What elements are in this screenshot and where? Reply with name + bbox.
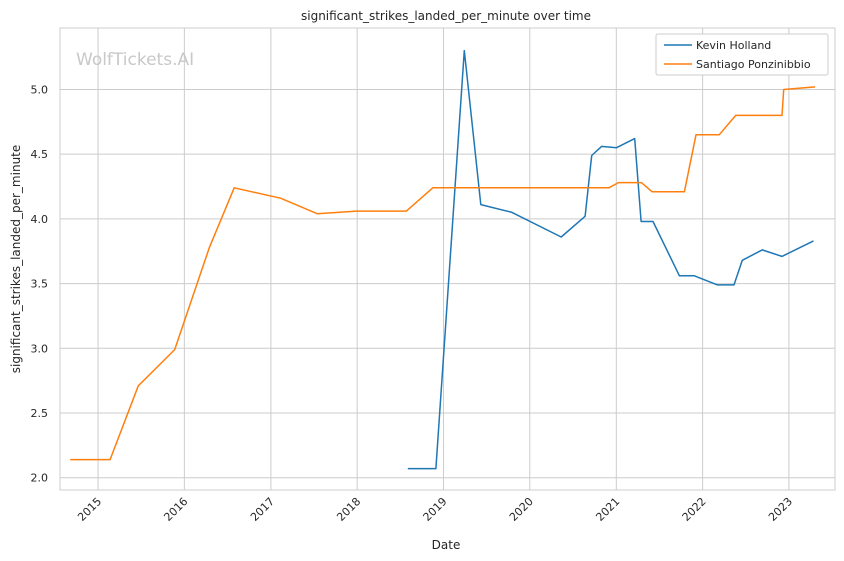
data-point — [718, 133, 721, 136]
plot-area-frame — [59, 27, 836, 491]
data-point — [208, 246, 211, 249]
series-line-santiago-ponzinibbio — [70, 86, 816, 461]
data-point — [782, 88, 785, 91]
y-axis-label: significant_strikes_landed_per_minute — [9, 145, 23, 374]
data-point — [479, 203, 482, 206]
data-point — [511, 211, 514, 214]
data-point — [615, 146, 618, 149]
legend-label-santiago-ponzinibbio: Santiago Ponzinibbio — [696, 58, 811, 71]
data-point — [781, 255, 784, 258]
data-point — [640, 220, 643, 223]
data-point — [693, 274, 696, 277]
x-axis-label: Date — [432, 538, 461, 552]
data-point — [683, 190, 686, 193]
data-point — [608, 186, 611, 189]
x-tick-label: 2017 — [248, 495, 277, 524]
data-point — [640, 181, 643, 184]
data-point — [233, 186, 236, 189]
y-tick-label: 3.5 — [31, 278, 49, 291]
data-point — [279, 197, 282, 200]
data-point — [651, 190, 654, 193]
data-point — [406, 467, 409, 470]
y-tick-label: 3.0 — [31, 342, 49, 355]
data-point — [812, 239, 815, 242]
watermark: WolfTickets.AI — [76, 50, 194, 70]
data-point — [695, 133, 698, 136]
data-point — [463, 49, 466, 52]
data-point — [590, 154, 593, 157]
data-point — [617, 181, 620, 184]
data-point — [355, 210, 358, 213]
y-tick-label: 2.0 — [31, 472, 49, 485]
data-point — [678, 274, 681, 277]
legend-label-kevin-holland: Kevin Holland — [696, 39, 771, 52]
data-point — [734, 114, 737, 117]
legend-box — [655, 33, 829, 76]
y-tick-label: 5.0 — [31, 83, 49, 96]
data-point — [733, 283, 736, 286]
data-point — [761, 248, 764, 251]
data-point — [716, 283, 719, 286]
data-point — [109, 458, 112, 461]
x-tick-label: 2020 — [507, 495, 536, 524]
chart-title: significant_strikes_landed_per_minute ov… — [301, 9, 591, 23]
data-point — [316, 212, 319, 215]
data-point — [584, 215, 587, 218]
x-tick-label: 2016 — [161, 495, 190, 524]
grid — [60, 28, 835, 490]
data-point — [814, 85, 817, 88]
series-santiago-ponzinibbio — [69, 85, 817, 461]
x-tick-label: 2015 — [75, 495, 104, 524]
data-point — [560, 236, 563, 239]
data-point — [633, 137, 636, 140]
series-line-kevin-holland — [407, 49, 814, 470]
x-tick-label: 2019 — [421, 495, 450, 524]
data-point — [405, 210, 408, 213]
series-layer — [69, 49, 817, 470]
data-point — [137, 384, 140, 387]
x-tick-label: 2023 — [766, 495, 795, 524]
data-point — [173, 348, 176, 351]
data-point — [600, 145, 603, 148]
x-tick-label: 2018 — [334, 495, 363, 524]
y-tick-label: 4.0 — [31, 213, 49, 226]
legend: Kevin Holland Santiago Ponzinibbio — [655, 33, 829, 76]
series-kevin-holland — [406, 49, 815, 470]
x-tick-label: 2022 — [680, 495, 709, 524]
data-point — [69, 458, 72, 461]
y-tick-label: 4.5 — [31, 148, 49, 161]
data-point — [781, 114, 784, 117]
data-point — [431, 186, 434, 189]
data-point — [434, 467, 437, 470]
x-tick-label: 2021 — [593, 495, 622, 524]
data-point — [652, 220, 655, 223]
y-tick-label: 2.5 — [31, 407, 49, 420]
y-axis-ticks: 2.0 2.5 3.0 3.5 4.0 4.5 5.0 — [31, 83, 49, 484]
x-axis-ticks: 2015 2016 2017 2018 2019 2020 2021 2022 2023 — [75, 495, 795, 524]
data-point — [741, 259, 744, 262]
